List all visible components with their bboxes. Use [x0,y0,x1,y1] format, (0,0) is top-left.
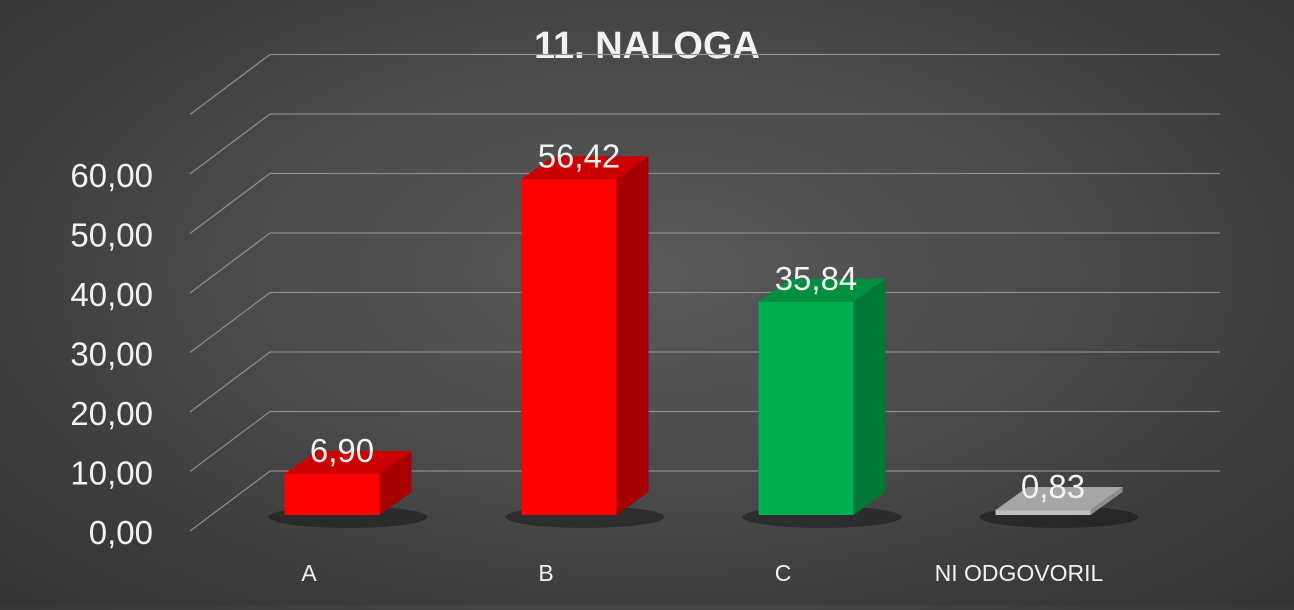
bar-front [758,301,854,515]
gridline-depth [189,113,271,175]
data-label: 0,83 [1021,468,1085,505]
y-tick-label: 50,00 [70,217,153,254]
gridlines [189,53,1220,532]
chart-title: 11. NALOGA [534,25,760,67]
x-tick-label: B [538,560,553,586]
x-axis-tick-labels: A B C NI ODGOVORIL [301,560,1103,586]
bar-side [616,156,649,515]
data-labels: 6,90 56,42 35,84 0,83 [310,137,1085,505]
x-tick-label: C [775,560,792,586]
data-label: 6,90 [310,432,374,469]
x-tick-label: A [301,560,317,586]
gridline-depth [189,291,271,354]
gridline-depth [189,232,271,294]
y-axis-tick-labels: 0,00 10,00 20,00 30,00 40,00 50,00 60,00 [70,157,153,551]
y-tick-label: 30,00 [70,336,153,373]
bar-top [521,156,649,180]
gridline-depth [189,410,271,473]
bar-front [521,179,617,515]
y-tick-label: 20,00 [70,395,153,432]
y-tick-label: 0,00 [89,514,153,551]
x-tick-label: NI ODGOVORIL [935,560,1104,586]
gridline-depth [189,470,271,532]
bar-side [379,450,412,515]
gridline-depth [189,172,271,235]
bar-front [995,510,1091,515]
bar-top [758,278,886,302]
data-label: 35,84 [775,260,858,297]
bar-top [995,487,1123,511]
y-tick-label: 40,00 [70,276,153,313]
bar-front [284,473,380,515]
bar [284,450,412,515]
y-tick-label: 10,00 [70,455,153,492]
y-tick-label: 60,00 [70,157,153,194]
bar-side [1090,487,1123,515]
bar [995,487,1123,515]
gridline-depth [189,351,271,413]
gridline-depth [189,53,271,116]
bars [268,156,1139,528]
bar-top [284,450,412,474]
bar [758,278,886,515]
data-label: 56,42 [538,137,621,174]
bar [521,156,649,515]
bar-side [853,278,886,515]
